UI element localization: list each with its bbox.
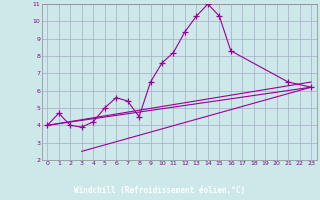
Text: Windchill (Refroidissement éolien,°C): Windchill (Refroidissement éolien,°C) [75, 186, 245, 194]
